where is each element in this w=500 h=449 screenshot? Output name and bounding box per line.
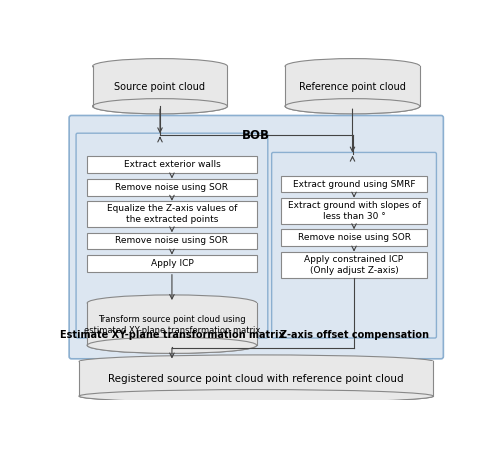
Bar: [281, 229, 427, 247]
Text: Apply constrained ICP
(Only adjust Z-axis): Apply constrained ICP (Only adjust Z-axi…: [304, 255, 404, 274]
FancyBboxPatch shape: [69, 115, 444, 359]
Text: Source point cloud: Source point cloud: [114, 82, 206, 92]
Text: Estimate XY-plane transformation matrix: Estimate XY-plane transformation matrix: [60, 330, 284, 340]
Bar: [285, 66, 420, 106]
Ellipse shape: [92, 99, 228, 114]
Bar: [87, 179, 257, 196]
Text: Equalize the Z-axis values of
the extracted points: Equalize the Z-axis values of the extrac…: [106, 204, 237, 224]
Text: Extract exterior walls: Extract exterior walls: [124, 160, 220, 169]
Text: Remove noise using SOR: Remove noise using SOR: [116, 183, 228, 192]
Bar: [79, 361, 434, 396]
Ellipse shape: [87, 295, 256, 311]
Bar: [87, 156, 257, 173]
Ellipse shape: [79, 390, 434, 403]
Bar: [87, 201, 257, 227]
Ellipse shape: [79, 390, 434, 403]
Ellipse shape: [79, 355, 434, 368]
Bar: [79, 361, 434, 396]
Bar: [281, 198, 427, 224]
Text: Transform source point cloud using
estimated XY-plane transformation matrix: Transform source point cloud using estim…: [84, 315, 260, 335]
Bar: [281, 176, 427, 193]
Bar: [87, 255, 257, 272]
Text: Remove noise using SOR: Remove noise using SOR: [298, 233, 410, 242]
Text: Apply ICP: Apply ICP: [150, 259, 194, 268]
Text: Extract ground using SMRF: Extract ground using SMRF: [293, 180, 416, 189]
Ellipse shape: [285, 99, 420, 114]
Text: BOB: BOB: [242, 128, 270, 141]
Ellipse shape: [92, 58, 228, 74]
Ellipse shape: [92, 99, 228, 114]
Ellipse shape: [87, 337, 256, 353]
Ellipse shape: [285, 58, 420, 74]
Text: Registered source point cloud with reference point cloud: Registered source point cloud with refer…: [108, 374, 404, 384]
Bar: [92, 66, 228, 106]
Bar: [87, 303, 256, 345]
Text: Z-axis offset compensation: Z-axis offset compensation: [280, 330, 428, 340]
Bar: [92, 66, 228, 106]
Ellipse shape: [87, 337, 256, 353]
FancyBboxPatch shape: [272, 153, 436, 338]
Text: Reference point cloud: Reference point cloud: [299, 82, 406, 92]
Bar: [87, 233, 257, 250]
Text: Extract ground with slopes of
less than 30 °: Extract ground with slopes of less than …: [288, 201, 420, 220]
FancyBboxPatch shape: [76, 133, 268, 338]
Bar: [285, 66, 420, 106]
Text: Remove noise using SOR: Remove noise using SOR: [116, 237, 228, 246]
Ellipse shape: [285, 99, 420, 114]
Bar: [281, 252, 427, 278]
Bar: [87, 303, 256, 345]
